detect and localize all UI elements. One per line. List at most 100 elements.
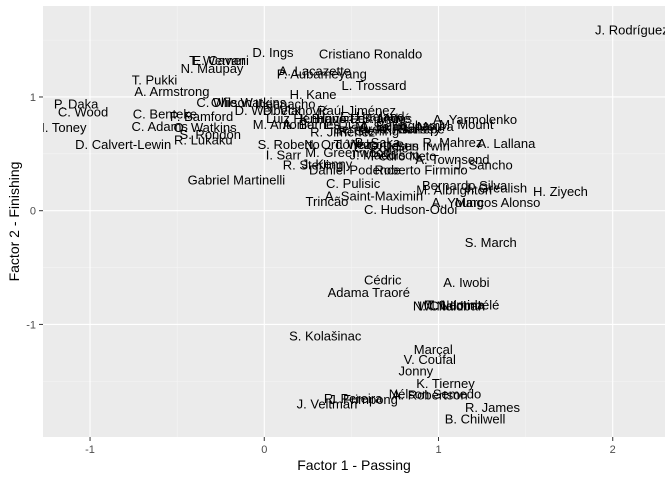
point-label: R. Lukaku	[174, 133, 233, 148]
y-tick-label: 0	[30, 206, 36, 218]
plot-panel	[43, 6, 665, 437]
x-tick-label: 1	[435, 444, 441, 456]
point-label: Pedro Neto	[371, 149, 437, 164]
point-label: Iheanacho	[255, 96, 316, 111]
point-label: W. Ndidi	[418, 299, 467, 314]
grid-lines	[43, 6, 665, 437]
point-label: O. Watkins	[173, 120, 237, 135]
point-label: Gabriel Martinelli	[188, 172, 286, 187]
point-label: C. Adams	[132, 119, 189, 134]
point-label: A. Ramsey	[377, 121, 441, 136]
point-label: J. Grealish	[465, 180, 527, 195]
point-label: T. Ndombélé	[426, 298, 499, 313]
point-label: D. Welbeck	[235, 103, 302, 118]
point-label: R. Pereira	[324, 391, 383, 406]
point-label: Ben Irwin	[396, 138, 450, 153]
point-label: A. Armstrong	[134, 84, 209, 99]
point-label: C. Wilson	[196, 95, 252, 110]
axes: -1 0 1 2 -1 0 1	[26, 92, 616, 456]
point-label: R. James	[465, 400, 520, 415]
point-label: I. Toney	[41, 120, 87, 135]
point-label: A. Lallana	[478, 136, 537, 151]
point-label: E. Cavani	[193, 53, 249, 68]
point-label: Bernardo Silva	[422, 178, 508, 193]
point-label: Adama Traoré	[328, 285, 410, 300]
x-axis-title: Factor 1 - Passing	[297, 457, 411, 473]
point-label: M. Albrighton	[416, 183, 492, 198]
point-label: N. Pépé	[398, 121, 445, 136]
point-label: L. Moura	[402, 119, 454, 134]
point-label: Bernardo	[333, 121, 386, 136]
point-label: C. Benteke	[133, 107, 197, 122]
point-label: D. Vlahović	[263, 103, 329, 118]
x-tick-label: 2	[610, 444, 616, 456]
x-tick-label: -1	[85, 444, 95, 456]
point-label: Trincão	[306, 194, 349, 209]
point-label: I. Sarr	[266, 147, 302, 162]
point-label: B. Chilwell	[445, 411, 506, 426]
point-label: N. Ordóñez	[304, 137, 370, 152]
point-label: R. Sterling	[283, 158, 344, 173]
point-label: A. Robertson	[392, 387, 468, 402]
point-label: M. Salah	[355, 119, 406, 134]
point-label: M. Antonio	[253, 117, 314, 132]
point-label: N. Maupay	[181, 61, 244, 76]
point-label: R. Jiménez	[310, 125, 375, 140]
point-label: C. Hudson-Odoi	[364, 202, 457, 217]
point-label: D. Ings	[252, 45, 294, 60]
point-label: M. Mount	[439, 117, 494, 132]
point-label: S. Kolašinac	[289, 328, 362, 343]
point-label: M. Greenwood	[305, 145, 390, 160]
point-label: D. Calvert-Lewin	[75, 137, 171, 152]
point-label: P. Aubameyang	[277, 67, 367, 82]
point-label: J. Frimpong	[329, 392, 398, 407]
y-tick-label: -1	[26, 319, 36, 331]
point-label: K. Havertz	[300, 111, 361, 126]
point-label: T. Werner	[189, 53, 246, 68]
point-label: Jonny	[398, 364, 433, 379]
point-label: A. Young	[432, 195, 484, 210]
y-axis-title: Factor 2 - Finishing	[6, 162, 22, 282]
point-label: S. Mané	[362, 111, 410, 126]
point-label: A. Iwobi	[443, 275, 489, 290]
point-label: P. Bamford	[170, 109, 233, 124]
point-label: Marçal	[414, 342, 453, 357]
point-label: H. Kane	[290, 87, 337, 102]
point-label: A. Barnes	[283, 117, 341, 132]
point-label: K. Sarr	[383, 121, 424, 136]
point-label: V. Coufal	[404, 352, 456, 367]
point-label: S. March	[465, 235, 517, 250]
point-label: Bruno Fernandes	[312, 111, 413, 126]
point-label: L. Trossard	[342, 78, 407, 93]
point-label: A. Townsend	[415, 152, 489, 167]
point-label: L. Díaz	[324, 117, 365, 132]
point-label: A. Yarmolenko	[433, 112, 517, 127]
point-label: R. Sterling	[338, 124, 399, 139]
point-label: C. Wood	[58, 104, 108, 119]
point-label: R. Mahrez	[422, 135, 482, 150]
point-label: H. Ziyech	[533, 184, 588, 199]
point-label: M. Lemina	[424, 298, 485, 313]
x-tick-label: 0	[261, 444, 267, 456]
point-label: A. Lacazette	[279, 63, 351, 78]
point-label: E. Haaland	[340, 109, 404, 124]
point-label: J. Rodríguez	[595, 22, 669, 37]
point-label: T. Pukki	[132, 72, 178, 87]
point-label: P. Daka	[54, 96, 99, 111]
point-label: J. Kenny	[302, 157, 353, 172]
point-label: Cédric	[364, 273, 402, 288]
point-label: B. Saka	[355, 135, 401, 150]
point-label: S. Rondón	[180, 127, 241, 142]
point-label: Nélson Semedo	[389, 386, 482, 401]
point-label: Roberto Firmino	[374, 162, 467, 177]
point-label: C. Pulisic	[326, 176, 381, 191]
point-label: Luiz Henrique	[266, 111, 346, 126]
point-label: S. Roberto	[258, 137, 320, 152]
point-label: Daniel Podence	[309, 162, 401, 177]
point-label: Marcos Alonso	[455, 195, 540, 210]
point-label: Ollie Watkins	[211, 95, 287, 110]
y-tick-label: 1	[30, 92, 36, 104]
point-label: J. Sancho	[455, 158, 513, 173]
